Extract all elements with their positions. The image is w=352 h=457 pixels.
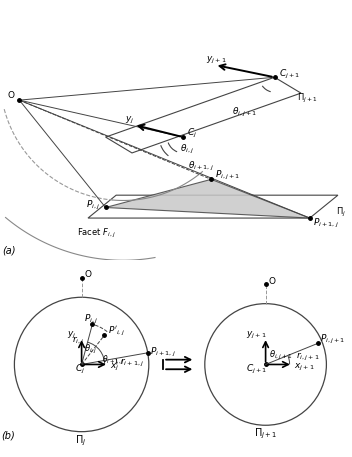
Text: Facet $F_{i,j}$: Facet $F_{i,j}$ [77, 227, 116, 240]
Text: O: O [7, 91, 14, 101]
Text: (b): (b) [2, 430, 15, 440]
Text: $y_j$: $y_j$ [67, 330, 76, 341]
Text: $\theta_{i,j}$: $\theta_{i,j}$ [180, 143, 194, 156]
Text: $P'_{i,j}$: $P'_{i,j}$ [108, 325, 125, 338]
Text: $\theta_{i,j+1}$: $\theta_{i,j+1}$ [232, 106, 258, 119]
Polygon shape [106, 179, 310, 218]
Text: $r_{i+1,j}$: $r_{i+1,j}$ [120, 357, 144, 369]
Text: $\Pi_j$: $\Pi_j$ [75, 433, 87, 448]
Text: $y_{j+1}$: $y_{j+1}$ [206, 55, 226, 66]
Text: $r_{i,j+1}$: $r_{i,j+1}$ [296, 351, 319, 363]
Text: $y_j$: $y_j$ [125, 115, 134, 126]
Text: $C_{j+1}$: $C_{j+1}$ [279, 68, 300, 81]
Text: $\Pi_{j+1}$: $\Pi_{j+1}$ [297, 91, 318, 105]
Text: $C_j$: $C_j$ [75, 363, 84, 376]
Text: $\Pi_j$: $\Pi_j$ [336, 206, 346, 219]
Text: $P_{i,j}$: $P_{i,j}$ [86, 199, 100, 212]
Text: $\theta_{i+1,j}$: $\theta_{i+1,j}$ [102, 354, 125, 367]
Text: (a): (a) [2, 245, 15, 255]
Text: $x_j$: $x_j$ [111, 361, 120, 373]
Text: $C_j$: $C_j$ [187, 127, 197, 140]
Text: $\theta_{i,j+1}$: $\theta_{i,j+1}$ [269, 349, 293, 362]
Text: $\theta_{i,j}$: $\theta_{i,j}$ [84, 342, 98, 356]
Text: $r_{i,j}$: $r_{i,j}$ [71, 335, 84, 347]
Text: $P_{i,j+1}$: $P_{i,j+1}$ [320, 333, 345, 346]
Text: $\Pi_{j+1}$: $\Pi_{j+1}$ [254, 427, 278, 441]
Text: O: O [268, 277, 275, 286]
Text: $P_{i,j}$: $P_{i,j}$ [84, 313, 98, 325]
Text: $P_{i,j+1}$: $P_{i,j+1}$ [215, 169, 240, 182]
Text: $y_{j+1}$: $y_{j+1}$ [246, 330, 266, 341]
Text: $\theta_{i+1,j}$: $\theta_{i+1,j}$ [188, 159, 214, 173]
Text: O: O [84, 271, 91, 279]
Text: $P_{i+1,j}$: $P_{i+1,j}$ [150, 346, 176, 359]
Text: $C_{j+1}$: $C_{j+1}$ [246, 363, 268, 376]
Text: $P_{i+1,j}$: $P_{i+1,j}$ [313, 217, 339, 229]
Text: $x_{j+1}$: $x_{j+1}$ [294, 361, 315, 373]
